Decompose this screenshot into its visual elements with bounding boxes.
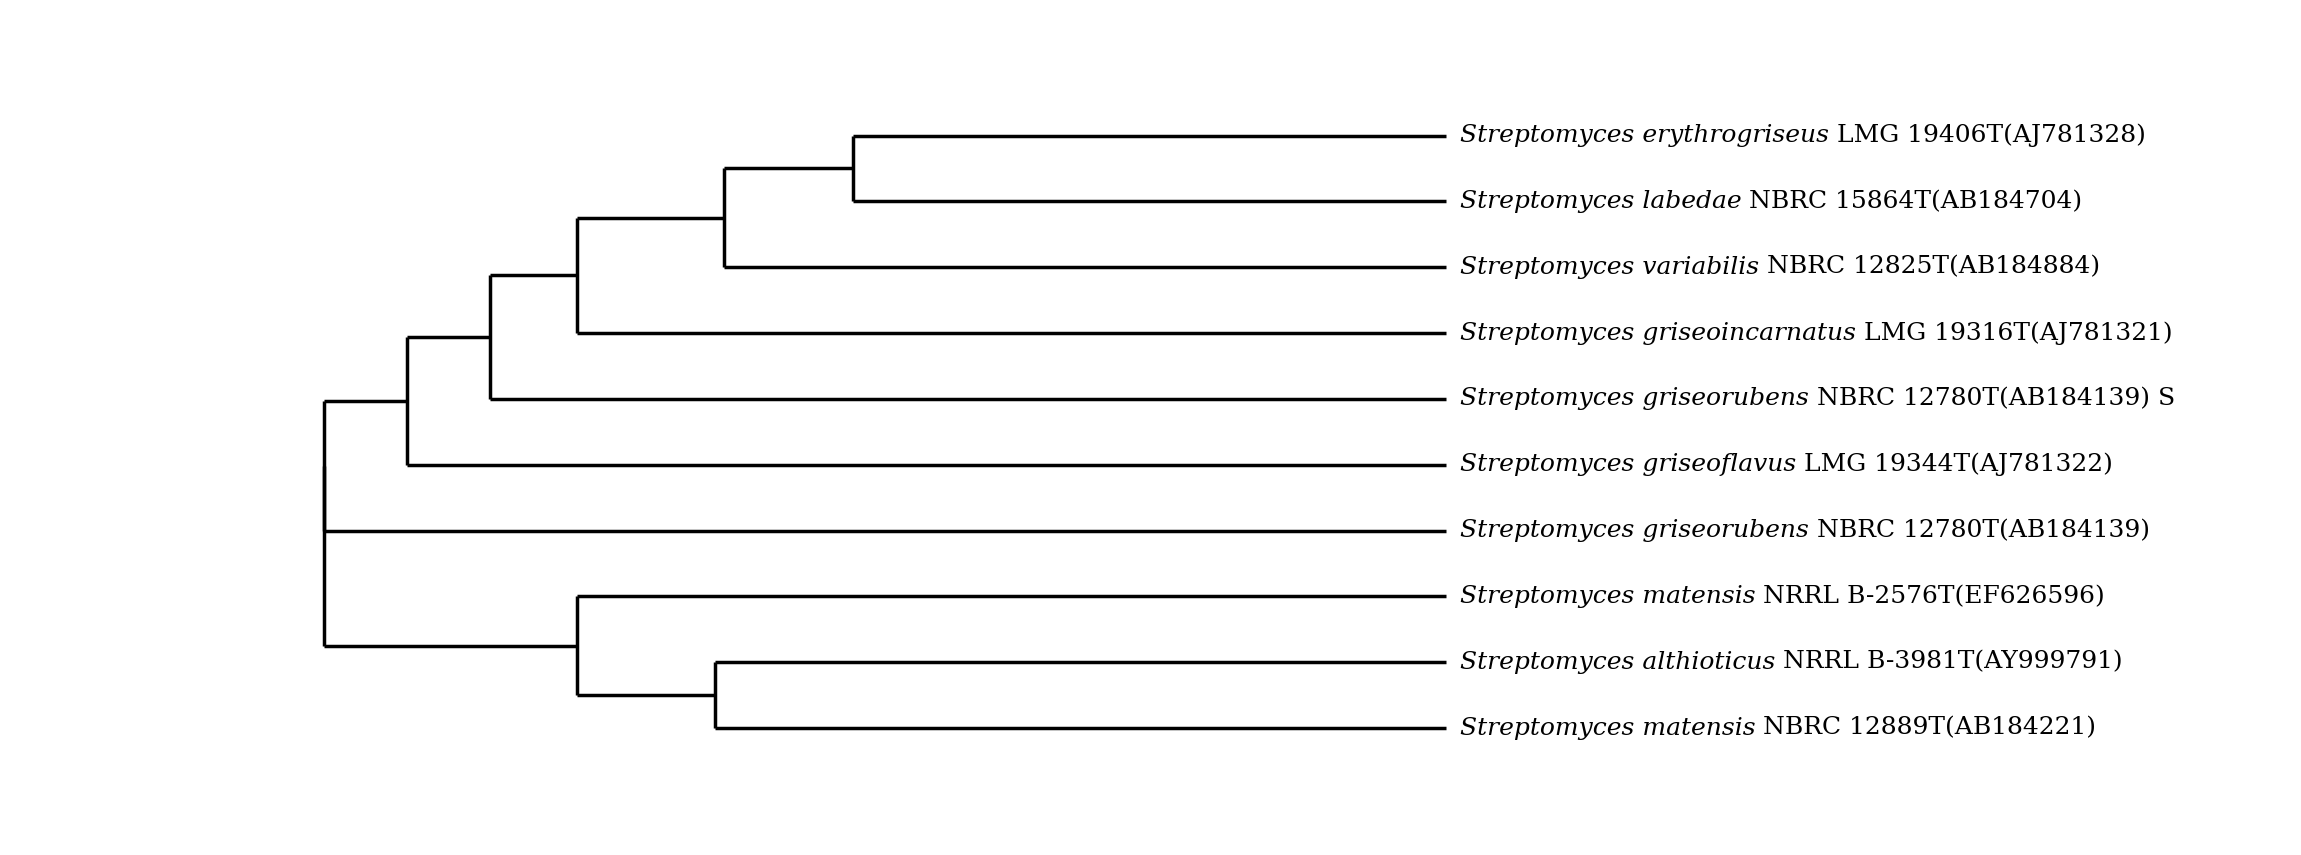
Text: Streptomyces griseoincarnatus: Streptomyces griseoincarnatus xyxy=(1459,321,1857,345)
Text: NBRC 12780T(AB184139): NBRC 12780T(AB184139) xyxy=(1809,519,2149,542)
Text: LMG 19344T(AJ781322): LMG 19344T(AJ781322) xyxy=(1797,453,2112,476)
Text: Streptomyces althioticus: Streptomyces althioticus xyxy=(1459,651,1774,674)
Text: Streptomyces matensis: Streptomyces matensis xyxy=(1459,716,1756,740)
Text: Streptomyces variabilis: Streptomyces variabilis xyxy=(1459,256,1758,279)
Text: NRRL B-2576T(EF626596): NRRL B-2576T(EF626596) xyxy=(1756,585,2105,608)
Text: NBRC 12780T(AB184139) S: NBRC 12780T(AB184139) S xyxy=(1809,387,2174,410)
Text: Streptomyces erythrogriseus: Streptomyces erythrogriseus xyxy=(1459,124,1829,147)
Text: Streptomyces labedae: Streptomyces labedae xyxy=(1459,190,1742,213)
Text: NBRC 15864T(AB184704): NBRC 15864T(AB184704) xyxy=(1742,190,2082,213)
Text: LMG 19316T(AJ781321): LMG 19316T(AJ781321) xyxy=(1857,321,2172,345)
Text: Streptomyces matensis: Streptomyces matensis xyxy=(1459,585,1756,608)
Text: NRRL B-3981T(AY999791): NRRL B-3981T(AY999791) xyxy=(1774,651,2124,674)
Text: Streptomyces griseorubens: Streptomyces griseorubens xyxy=(1459,387,1809,410)
Text: NBRC 12889T(AB184221): NBRC 12889T(AB184221) xyxy=(1756,716,2096,740)
Text: Streptomyces griseoflavus: Streptomyces griseoflavus xyxy=(1459,453,1797,476)
Text: Streptomyces griseorubens: Streptomyces griseorubens xyxy=(1459,519,1809,542)
Text: NBRC 12825T(AB184884): NBRC 12825T(AB184884) xyxy=(1758,256,2101,279)
Text: LMG 19406T(AJ781328): LMG 19406T(AJ781328) xyxy=(1829,124,2147,147)
